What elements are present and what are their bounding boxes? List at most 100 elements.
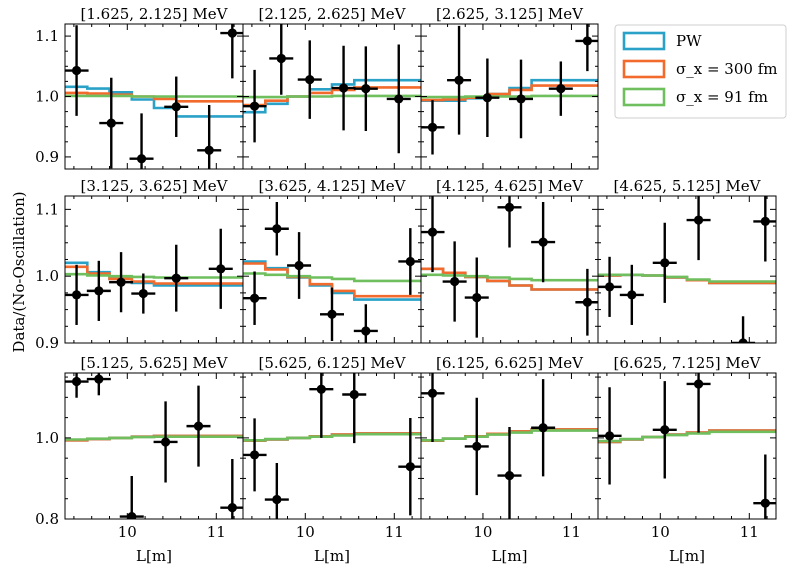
data-point [94,286,104,296]
data-point [760,216,770,226]
data-point [582,36,592,46]
panel-title: [4.625, 5.125] MeV [614,177,762,195]
data-point [361,326,371,336]
panel-title: [5.125, 5.625] MeV [81,354,229,372]
panel-title: [2.625, 3.125] MeV [436,5,584,23]
data-point [627,290,637,300]
legend-swatch [622,59,666,79]
y-axis-label: Data/(No-Oscillation) [10,191,28,352]
series-s300-line [421,267,598,291]
panel-9: [5.625, 6.125] MeV 10 11 L[m] [242,354,422,565]
panel-frame [597,372,777,520]
panel-title: [6.125, 6.625] MeV [436,354,584,372]
data-point [106,118,116,128]
legend: PW σ_x = 300 fm σ_x = 91 fm [614,24,787,119]
data-point [294,260,304,271]
data-point [693,215,704,225]
data-point [249,101,260,111]
series-s91-line [65,94,243,98]
data-point [338,83,349,93]
panel-3: [2.625, 3.125] MeV [420,5,599,170]
data-point [127,511,137,519]
y-tick-label: 1.0 [35,88,59,106]
panel-plot-area [243,202,421,343]
panel-plot-area [65,228,243,325]
x-axis-label: L[m] [492,547,528,565]
panel-plot-area [421,373,598,519]
panel-plot-area [598,373,776,519]
data-point [116,277,126,287]
data-point [316,384,326,394]
panel-plot-area [598,196,776,343]
data-point [227,28,237,38]
panel-2: [2.125, 2.625] MeV [242,5,422,170]
data-point [136,154,147,164]
legend-swatch [622,31,666,51]
data-point [138,288,148,299]
data-point [276,53,286,64]
data-point [516,94,526,104]
panel-title: [6.625, 7.125] MeV [614,354,762,372]
data-point [504,471,515,481]
x-tick-label: 11 [740,523,759,541]
data-point [327,309,337,319]
data-point [482,93,492,103]
panel-10: [6.125, 6.625] MeV 10 11 L[m] [420,354,599,565]
panel-title: [3.125, 3.625] MeV [81,177,229,195]
series-s91-line [598,430,776,443]
data-point [71,290,82,300]
panel-plot-area [243,24,421,154]
data-point [604,282,615,292]
data-point [427,122,438,132]
x-tick-label: 11 [385,523,404,541]
series-s91-line [598,273,776,283]
panel-title: [4.125, 4.625] MeV [436,177,584,195]
series-s91-line [243,94,421,99]
data-point [227,503,237,513]
data-point [538,237,548,247]
series-s91-line [421,429,598,442]
panel-11: [6.625, 7.125] MeV 10 11 L[m] [597,354,777,565]
panel-plot-area [421,196,598,338]
data-point [249,293,260,303]
data-point [604,431,615,441]
x-tick-label: 10 [118,523,137,541]
data-point [349,389,359,400]
legend-label: σ_x = 300 fm [676,60,777,78]
data-point [454,75,464,85]
data-point [171,102,181,112]
series-s300-line [65,265,243,285]
panel-5: [3.625, 4.125] MeV [242,177,422,344]
x-tick-label: 10 [651,523,670,541]
data-point [216,264,226,274]
legend-label: PW [676,32,702,50]
panel-title: [5.625, 6.125] MeV [259,354,407,372]
panels-group: [1.625, 2.125] MeV 0.9 1.0 1.1 [2.125, 2.625… [35,5,777,565]
data-point [427,227,438,237]
series-s91-line [243,432,421,442]
series-s91-line [65,435,243,441]
y-tick-label: 0.9 [35,334,59,352]
data-point [272,224,282,234]
data-point [71,376,82,387]
panel-plot-area [65,24,243,169]
legend-label: σ_x = 91 fm [676,88,768,106]
x-axis-label: L[m] [314,547,350,565]
data-point [305,74,315,85]
x-tick-label: 11 [207,523,226,541]
data-point [472,292,482,303]
data-point [450,276,460,287]
legend-swatch [622,87,666,107]
x-axis-label: L[m] [669,547,705,565]
data-point [738,338,748,343]
series-s91-line [421,273,598,282]
panel-7: [4.625, 5.125] MeV [597,177,777,344]
series-s91-line [243,272,421,283]
series-s91-line [421,94,598,99]
x-axis-label: L[m] [136,547,172,565]
panel-6: [4.125, 4.625] MeV [420,177,599,344]
data-point [249,450,260,460]
panel-frame [597,195,777,344]
y-tick-label: 1.1 [35,27,59,45]
